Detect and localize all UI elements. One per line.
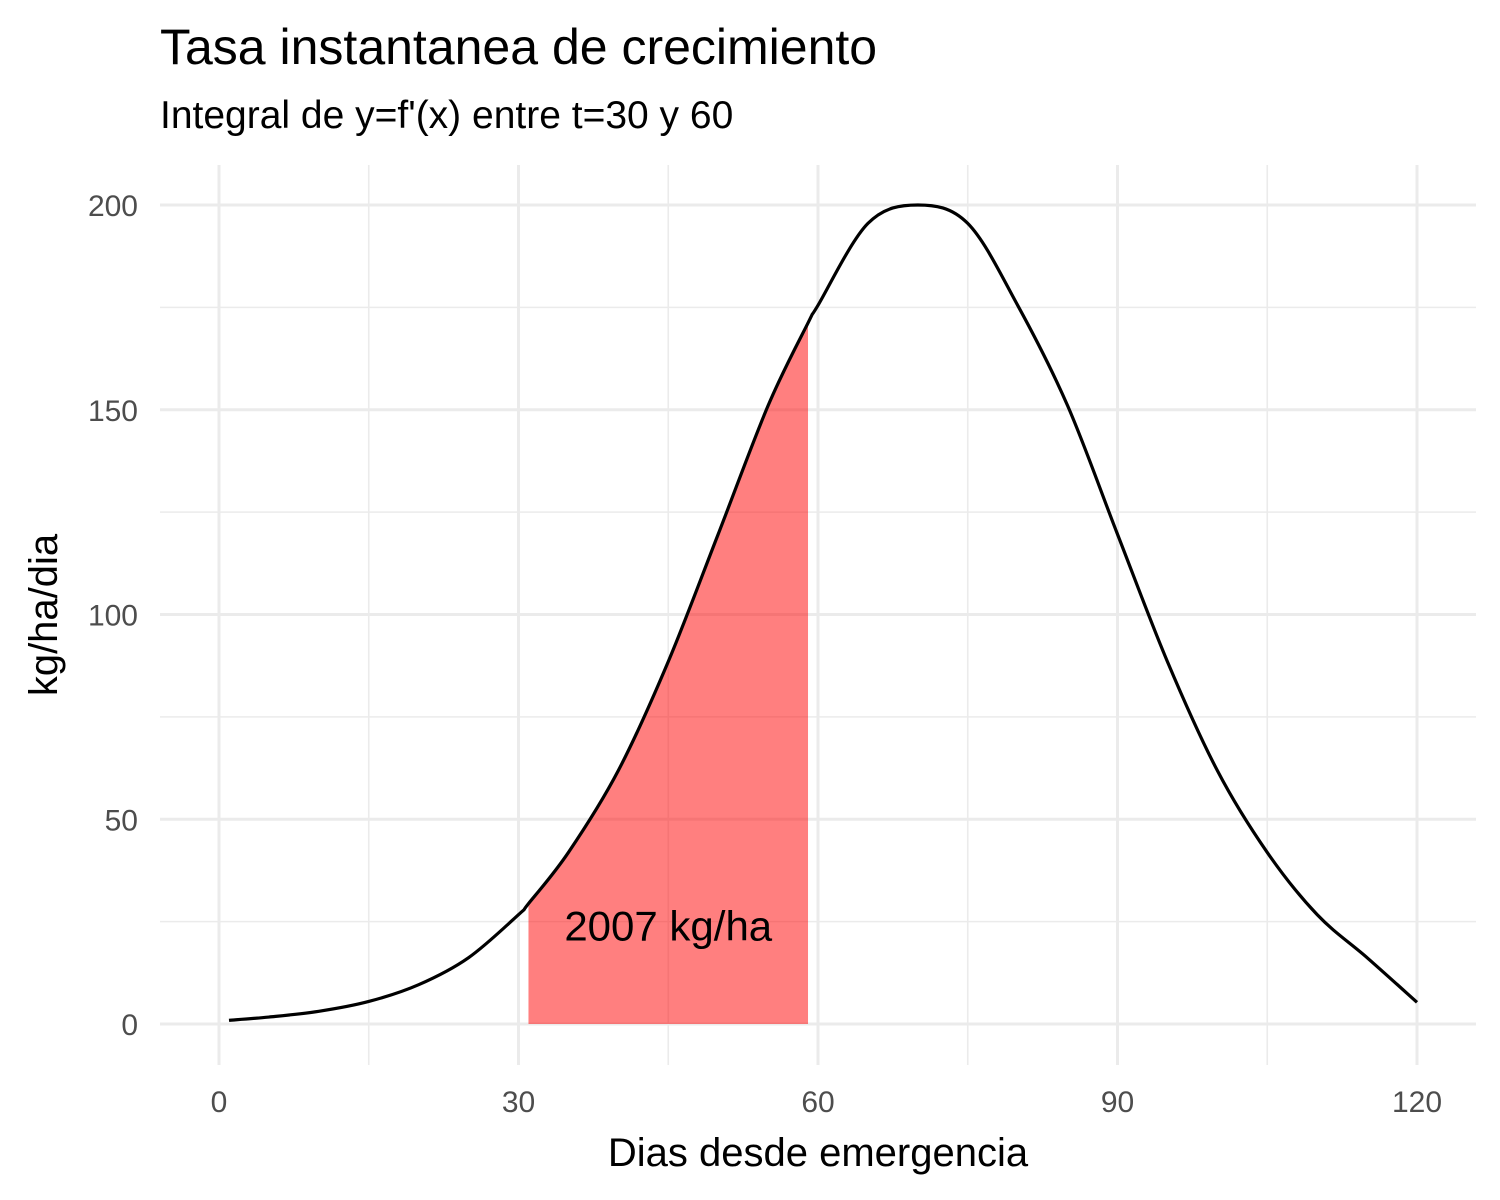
- y-axis-title: kg/ha/dia: [22, 533, 66, 696]
- y-tick-label: 150: [88, 395, 138, 428]
- y-tick-label: 0: [121, 1009, 138, 1042]
- chart-title: Tasa instantanea de crecimiento: [160, 19, 878, 75]
- grid: [160, 165, 1476, 1065]
- shaded-area: [528, 322, 809, 1024]
- x-tick-label: 120: [1392, 1086, 1442, 1119]
- series-line: [228, 203, 1419, 1022]
- tick-labels: 0 30 60 90 120 0 50 100 150 200: [88, 190, 1442, 1119]
- x-tick-label: 30: [502, 1086, 535, 1119]
- x-axis-title: Dias desde emergencia: [608, 1131, 1029, 1175]
- chart-subtitle: Integral de y=f'(x) entre t=30 y 60: [160, 94, 734, 137]
- x-tick-label: 60: [801, 1086, 834, 1119]
- x-tick-label: 90: [1101, 1086, 1134, 1119]
- y-tick-label: 50: [105, 804, 138, 837]
- annotation-label: 2007 kg/ha: [564, 903, 772, 950]
- y-tick-label: 100: [88, 600, 138, 633]
- y-tick-label: 200: [88, 190, 138, 223]
- x-tick-label: 0: [211, 1086, 228, 1119]
